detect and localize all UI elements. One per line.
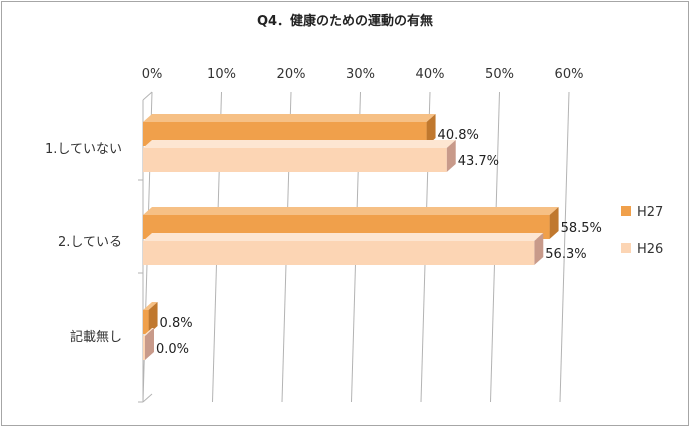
data-label: 40.8% xyxy=(438,128,479,143)
legend-swatch xyxy=(621,243,631,253)
axis-left-bottom xyxy=(142,393,153,403)
category-label: 1.していない xyxy=(45,142,122,157)
bar-top-face xyxy=(143,233,544,241)
x-tick-label: 0% xyxy=(142,67,163,82)
bar-H26 xyxy=(143,233,544,265)
bar-front-face xyxy=(143,310,149,334)
data-label: 58.5% xyxy=(561,221,602,236)
legend-label: H26 xyxy=(637,242,663,257)
data-labels: 40.8% 43.7% 58.5% 56.3% 0.8% 0.0% xyxy=(156,128,602,357)
bar-side-face xyxy=(145,328,154,360)
data-label: 43.7% xyxy=(458,154,499,169)
bar-side-face xyxy=(426,114,436,146)
legend-label: H27 xyxy=(637,205,663,220)
bar-top-face xyxy=(143,207,559,215)
x-tick-label: 60% xyxy=(555,67,584,82)
data-label: 0.0% xyxy=(156,342,189,357)
gridline xyxy=(559,91,570,403)
bar-top-face xyxy=(143,114,436,122)
bar-side-face xyxy=(148,302,158,334)
bar-side-face xyxy=(446,140,456,172)
bars xyxy=(143,114,559,360)
bar-front-face xyxy=(143,336,145,360)
legend-swatch xyxy=(621,206,631,216)
x-tick-label: 10% xyxy=(207,67,236,82)
data-label: 56.3% xyxy=(545,247,586,262)
bar-H26 xyxy=(143,140,456,172)
bar-front-face xyxy=(143,241,535,265)
data-label: 0.8% xyxy=(160,316,193,331)
bar-side-face xyxy=(534,233,544,265)
axis-left-top xyxy=(142,91,153,101)
x-tick-label: 30% xyxy=(346,67,375,82)
bar-side-face xyxy=(549,207,559,239)
bar-top-face xyxy=(143,140,456,148)
bar-top-face xyxy=(143,328,154,336)
bar-H26 xyxy=(143,328,154,360)
bar-H27 xyxy=(143,302,158,334)
x-tick-label: 50% xyxy=(485,67,514,82)
legend: H27 H26 xyxy=(621,205,663,257)
bar-front-face xyxy=(143,148,447,172)
x-tick-labels: 0% 10% 20% 30% 40% 50% 60% xyxy=(142,67,584,82)
x-tick-label: 20% xyxy=(277,67,306,82)
chart-title: Q4．健康のための運動の有無 xyxy=(257,13,433,29)
x-tick-label: 40% xyxy=(416,67,445,82)
category-label: 2.している xyxy=(58,235,122,250)
bar-top-face xyxy=(143,302,158,310)
category-label: 記載無し xyxy=(70,329,122,345)
